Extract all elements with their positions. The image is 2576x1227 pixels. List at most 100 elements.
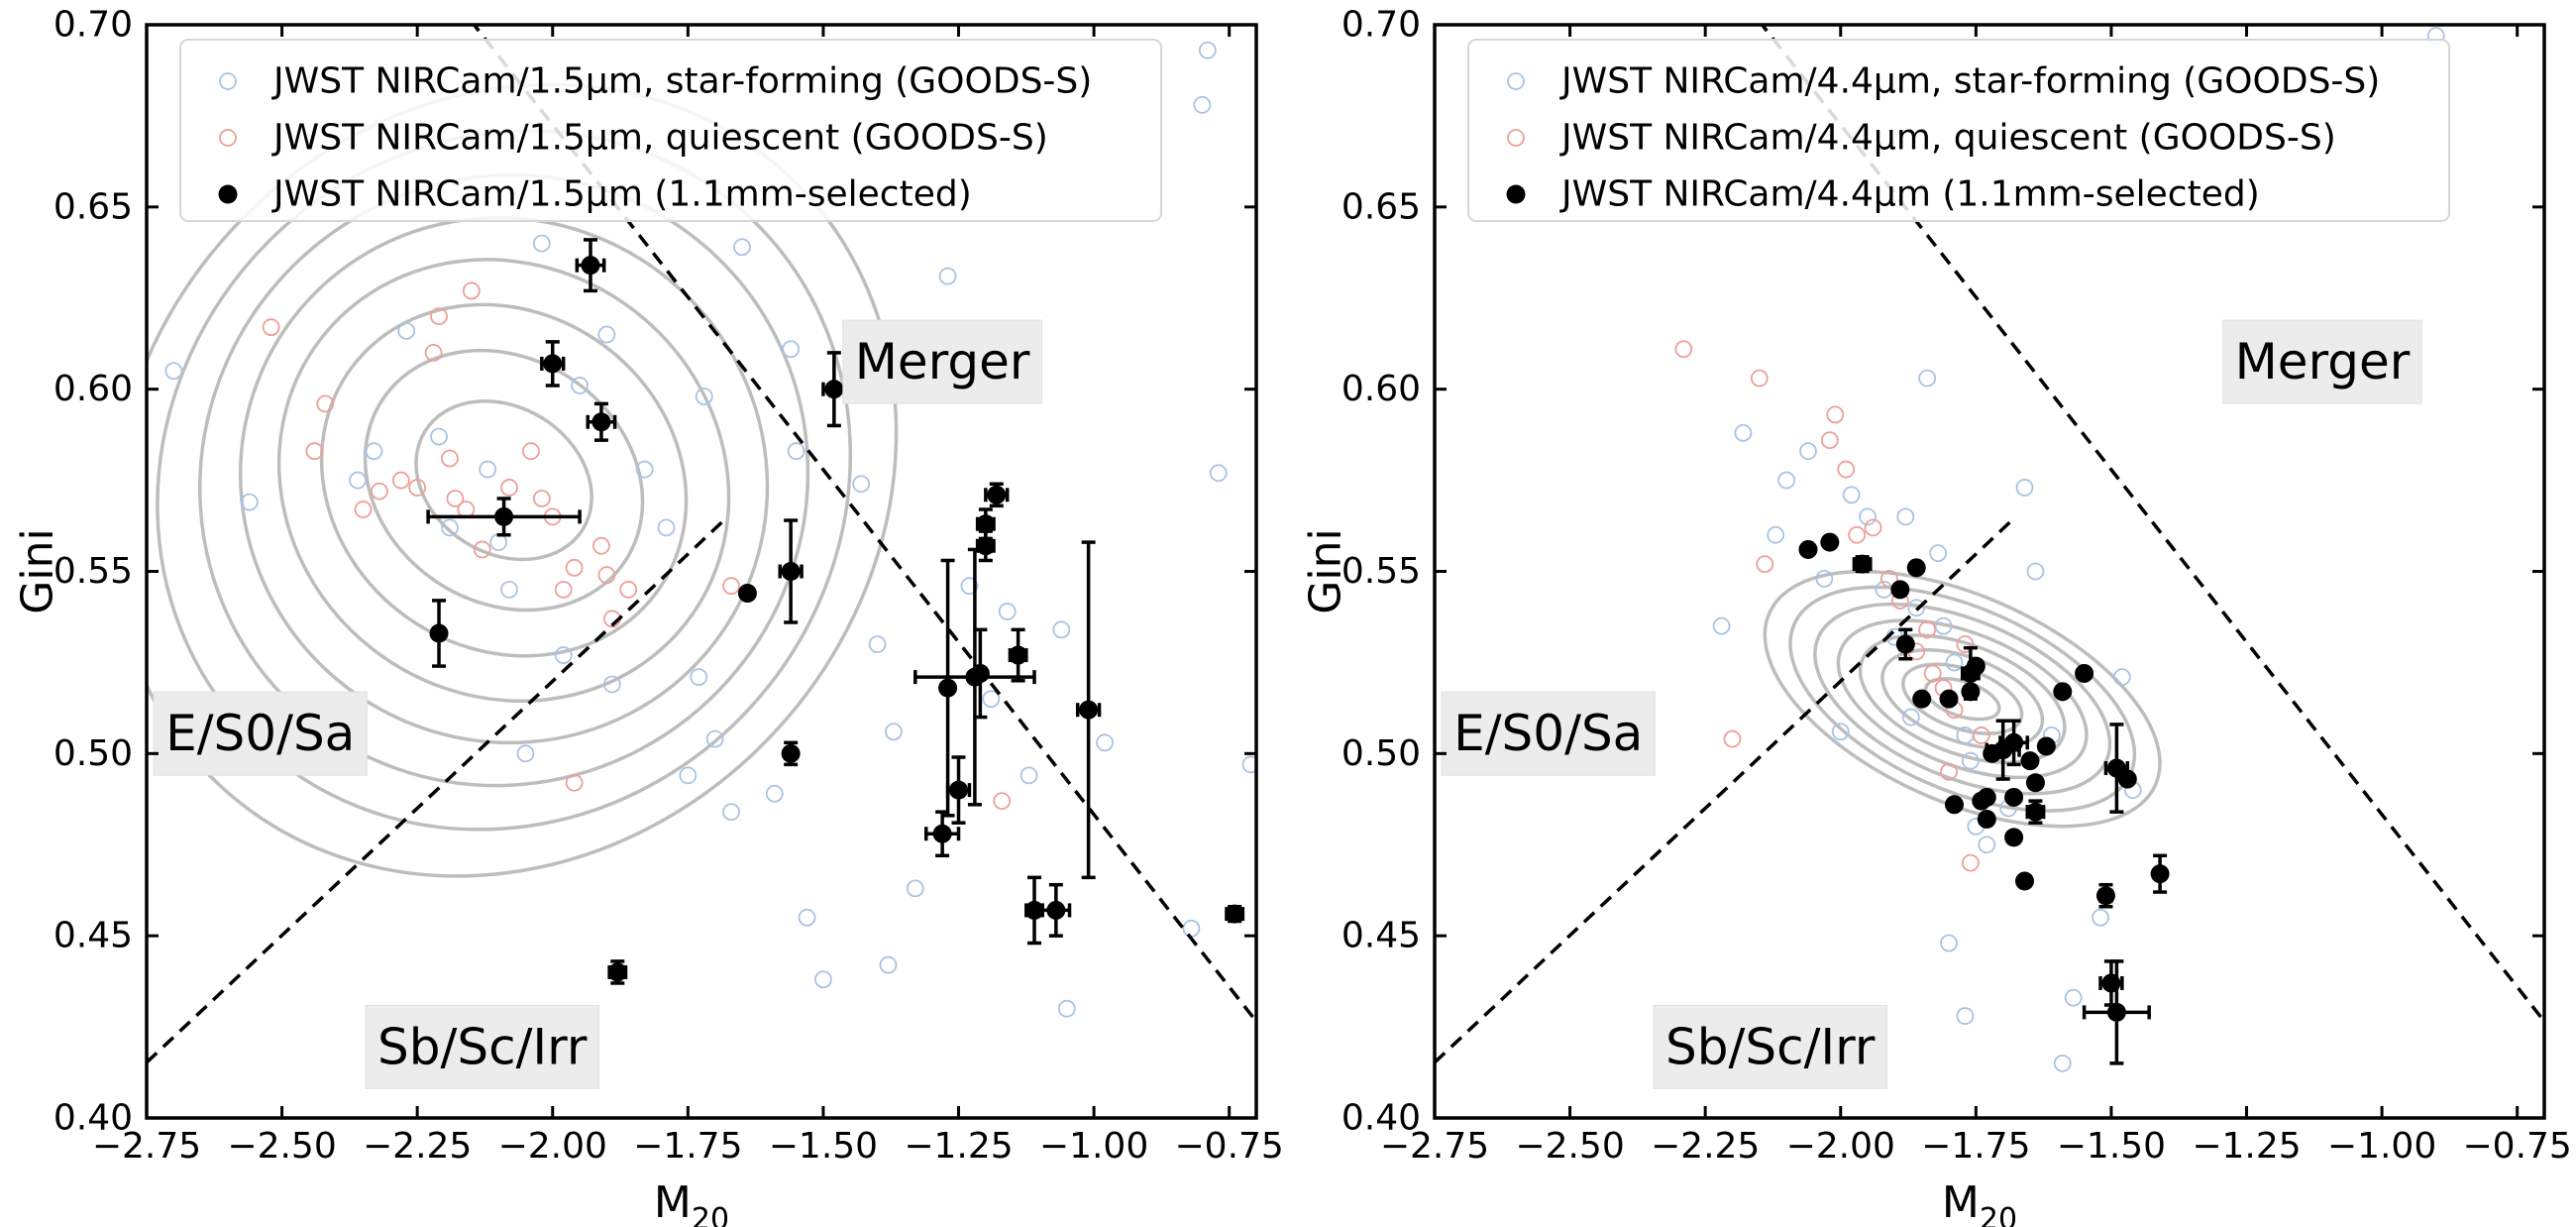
selected-source xyxy=(2004,828,2024,847)
selected-source xyxy=(2053,682,2073,702)
x-tick-label: −1.75 xyxy=(633,1126,742,1167)
selected-source xyxy=(1820,532,1840,552)
right-panel-4-4um: Merger E/S0/Sa Sb/Sc/Irr JWST NIRCam/4.4μm,… xyxy=(1301,5,2572,1227)
star-forming-point xyxy=(1929,544,1947,563)
quiescent-point xyxy=(532,490,551,507)
y-tick-label: 0.60 xyxy=(1342,369,1421,409)
selected-source xyxy=(1961,682,1981,702)
quiescent-point xyxy=(1826,405,1845,424)
selected-source xyxy=(426,497,582,537)
star-forming-point xyxy=(1815,569,1834,588)
selected-point xyxy=(2075,663,2094,683)
x-tick-label: −2.00 xyxy=(498,1126,607,1167)
plot-area xyxy=(1435,25,2544,1072)
selected-point xyxy=(2025,802,2045,822)
selected-point xyxy=(1977,810,1996,830)
star-forming-point xyxy=(798,908,816,927)
quiescent-point xyxy=(1923,664,1942,683)
quiescent-point xyxy=(1940,762,1958,781)
selected-source xyxy=(1798,539,1818,559)
x-tick-label: −1.75 xyxy=(1921,1126,2030,1167)
x-axis-label-main: M xyxy=(1942,1177,1980,1227)
selected-point xyxy=(607,962,627,982)
selected-point xyxy=(781,743,801,763)
quiescent-point xyxy=(1723,729,1742,748)
star-forming-point xyxy=(1777,471,1796,490)
star-forming-point xyxy=(765,784,784,803)
selected-point xyxy=(1024,900,1044,920)
selected-source xyxy=(2098,959,2124,1007)
star-forming-point xyxy=(397,321,416,340)
star-forming-point xyxy=(1945,653,1964,672)
selected-point xyxy=(2095,886,2115,906)
star-forming-point xyxy=(1182,919,1201,938)
region-label-box xyxy=(1653,1004,1887,1089)
star-forming-point xyxy=(733,238,751,257)
region-label: Merger xyxy=(2235,333,2411,390)
star-forming-point xyxy=(2026,562,2045,581)
quiescent-point xyxy=(441,449,459,468)
star-forming-point xyxy=(2053,1054,2072,1072)
star-forming-point xyxy=(879,955,898,974)
selected-source xyxy=(945,755,972,825)
quiescent-point xyxy=(457,501,476,518)
plot-area xyxy=(147,25,1256,1064)
star-forming-point xyxy=(500,580,518,599)
selected-source xyxy=(2015,871,2035,891)
quiescent-point xyxy=(1918,620,1937,639)
quiescent-point xyxy=(1756,555,1774,574)
selected-source xyxy=(923,810,961,858)
selected-point xyxy=(1079,700,1099,720)
quiescent-point xyxy=(354,501,373,518)
star-forming-point xyxy=(430,427,448,446)
selected-point xyxy=(1009,645,1028,665)
legend-frame xyxy=(179,39,1162,222)
region-label-group: E/S0/Sa xyxy=(1441,691,1656,776)
quiescent-point xyxy=(462,281,481,300)
legend-frame xyxy=(1467,39,2450,222)
selected-point xyxy=(938,678,958,698)
separator-merger xyxy=(472,25,1256,1023)
selected-point xyxy=(2020,751,2040,771)
star-forming-point xyxy=(597,325,616,344)
selected-source xyxy=(540,340,566,388)
region-label: E/S0/Sa xyxy=(165,705,355,762)
legend-label: JWST NIRCam/1.5μm (1.1mm-selected) xyxy=(271,174,972,215)
star-forming-point xyxy=(938,267,957,285)
legend-label: JWST NIRCam/1.5μm, quiescent (GOODS-S) xyxy=(271,118,1048,159)
x-tick-label: −1.25 xyxy=(904,1126,1013,1167)
selected-point xyxy=(1890,580,1910,600)
star-forming-point xyxy=(240,493,259,511)
x-axis-label: M20 xyxy=(654,1177,729,1227)
selected-point xyxy=(737,584,757,604)
star-forming-point xyxy=(441,518,459,537)
y-axis-label: Gini xyxy=(13,528,63,614)
selected-source xyxy=(607,959,628,985)
selected-point xyxy=(1972,791,1991,811)
legend-label: JWST NIRCam/4.4μm (1.1mm-selected) xyxy=(1559,174,2260,215)
x-tick-label: −2.50 xyxy=(227,1126,336,1167)
star-forming-point xyxy=(722,803,740,822)
selected-source xyxy=(2150,853,2170,894)
star-forming-point xyxy=(1918,369,1937,388)
selected-source xyxy=(1890,580,1910,600)
x-tick-label: −1.50 xyxy=(2057,1126,2166,1167)
star-forming-point xyxy=(1978,836,1996,854)
selected-point xyxy=(976,536,996,556)
star-forming-point xyxy=(1901,708,1920,726)
star-forming-point xyxy=(1961,751,1980,770)
selected-point xyxy=(824,380,844,399)
selected-point xyxy=(976,514,996,534)
star-forming-point xyxy=(2092,908,2109,927)
y-tick-label: 0.70 xyxy=(54,5,133,46)
selected-source xyxy=(821,351,847,428)
star-forming-point xyxy=(2064,988,2083,1007)
star-forming-point xyxy=(1767,525,1785,544)
star-forming-point xyxy=(365,442,383,461)
star-forming-point xyxy=(635,460,654,479)
selected-point xyxy=(1906,558,1926,578)
star-forming-point xyxy=(1096,733,1114,752)
quiescent-point xyxy=(554,580,573,599)
legend-label: JWST NIRCam/4.4μm, quiescent (GOODS-S) xyxy=(1559,118,2336,159)
region-label: E/S0/Sa xyxy=(1453,705,1643,762)
